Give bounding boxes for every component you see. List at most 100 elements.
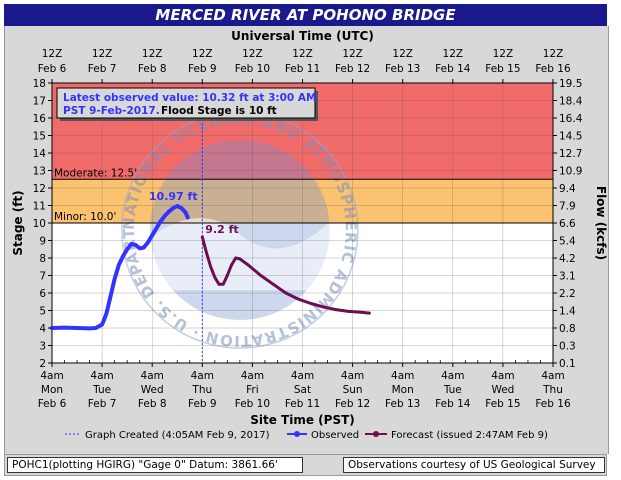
utc-tick-hour: 12Z <box>42 48 63 60</box>
y-tick-label: 9 <box>39 236 46 248</box>
observed-point <box>129 242 134 246</box>
x-tick-hour: 4am <box>441 370 464 382</box>
y-tick-label: 16 <box>33 113 47 125</box>
x-tick-date: Feb 14 <box>435 398 471 410</box>
y2-tick-label: 0.1 <box>559 358 576 370</box>
stage-label-moderate: Moderate: 12.5' <box>54 167 137 179</box>
x-tick-hour: 4am <box>191 370 214 382</box>
observed-point <box>125 247 129 252</box>
observed-point <box>179 206 184 210</box>
observed-point <box>112 277 117 281</box>
x-tick-day: Mon <box>392 384 414 396</box>
observed-point <box>142 245 146 250</box>
observed-point <box>62 325 67 330</box>
chart-title: MERCED RIVER AT POHONO BRIDGE <box>4 4 607 26</box>
latest-observed-text: Latest observed value: 10.32 ft at 3:00 … <box>63 92 316 104</box>
utc-tick-hour: 12Z <box>292 48 313 60</box>
y-tick-label: 11 <box>33 201 46 213</box>
latest-observed-box <box>56 87 316 119</box>
x-tick-day: Tue <box>443 384 462 396</box>
y-tick-label: 7 <box>39 271 46 283</box>
x-tick-hour: 4am <box>241 370 264 382</box>
utc-tick-date: Feb 10 <box>235 63 270 75</box>
observed-point <box>117 263 121 267</box>
y2-tick-label: 6.6 <box>559 218 576 230</box>
latest-date-text: PST 9-Feb-2017. <box>63 105 160 117</box>
forecast-point <box>259 274 263 277</box>
x-tick-hour: 4am <box>391 370 414 382</box>
y2-tick-label: 7.9 <box>559 201 576 213</box>
x-tick-day: Sat <box>294 384 311 396</box>
utc-tick-date: Feb 8 <box>138 63 167 75</box>
y-tick-label: 13 <box>33 166 46 178</box>
x-tick-date: Feb 11 <box>285 398 320 410</box>
x-tick-hour: 4am <box>341 370 364 382</box>
x-tick-hour: 4am <box>90 370 113 382</box>
forecast-point <box>209 265 213 269</box>
x-tick-date: Feb 8 <box>138 398 167 410</box>
x-tick-date: Feb 16 <box>535 398 571 410</box>
utc-tick-hour: 12Z <box>342 48 363 60</box>
forecast-point <box>309 302 313 305</box>
utc-tick-date: Feb 15 <box>485 63 520 75</box>
x-tick-date: Feb 6 <box>38 398 67 410</box>
y2-tick-label: 2.2 <box>559 288 576 300</box>
observed-point <box>158 219 163 224</box>
y2-tick-label: 18.4 <box>559 96 583 108</box>
y-tick-label: 15 <box>33 131 46 143</box>
x-axis-title: Site Time (PST) <box>250 413 355 427</box>
y2-tick-label: 12.7 <box>559 148 582 160</box>
observed-point <box>104 312 109 316</box>
forecast-point <box>367 311 371 315</box>
utc-tick-hour: 12Z <box>242 48 263 60</box>
forecast-point <box>347 309 350 313</box>
forecast-point <box>217 282 221 286</box>
y-axis-title: Stage (ft) <box>11 190 25 255</box>
utc-tick-hour: 12Z <box>142 48 163 60</box>
datum-info: POHC1(plotting HGIRG) "Gage 0" Datum: 38… <box>7 457 303 473</box>
observed-point <box>100 322 104 327</box>
y-tick-label: 4 <box>39 323 46 335</box>
y-tick-label: 8 <box>39 253 46 265</box>
y2-tick-label: 5.4 <box>559 236 576 248</box>
x-tick-date: Feb 9 <box>188 398 217 410</box>
forecast-point <box>205 251 208 255</box>
forecast-point <box>246 263 250 267</box>
y2-tick-label: 3.1 <box>559 271 576 283</box>
observed-point <box>183 210 188 215</box>
forecast-point <box>296 297 300 301</box>
x-tick-hour: 4am <box>291 370 314 382</box>
observed-point <box>94 326 98 330</box>
observed-point <box>167 209 171 214</box>
stage-label-minor: Minor: 10.0' <box>54 211 116 223</box>
forecast-point <box>230 263 233 267</box>
y2-tick-label: 1.4 <box>559 306 576 318</box>
y2-tick-label: 9.4 <box>559 183 576 195</box>
footer-bar: POHC1(plotting HGIRG) "Gage 0" Datum: 38… <box>4 454 607 476</box>
forecast-point <box>200 235 204 239</box>
x-tick-day: Wed <box>141 384 164 396</box>
x-tick-date: Feb 10 <box>235 398 270 410</box>
utc-tick-hour: 12Z <box>392 48 413 60</box>
y-tick-label: 3 <box>39 341 46 353</box>
y-tick-label: 18 <box>33 78 46 90</box>
observed-point <box>171 206 175 210</box>
x-tick-day: Thu <box>191 384 212 396</box>
chart-panel: NATIONAL OCEANIC AND ATMOSPHERIC ADMINIS… <box>0 12 609 454</box>
forecast-point <box>284 291 288 295</box>
legend-forecast-marker <box>373 431 379 437</box>
forecast-point <box>271 282 275 286</box>
legend-created-label: Graph Created (4:05AM Feb 9, 2017) <box>85 430 270 441</box>
flood-stage-text: Flood Stage is 10 ft <box>161 105 277 117</box>
y-tick-label: 5 <box>39 306 46 318</box>
observed-point <box>87 326 92 331</box>
noaa-seal-gull-icon <box>149 217 330 290</box>
x-tick-date: Feb 7 <box>88 398 117 410</box>
source-credit: Observations courtesy of US Geological S… <box>343 457 605 473</box>
y2-tick-label: 0.8 <box>559 323 576 335</box>
observed-point <box>150 233 154 238</box>
observed-point <box>185 215 190 220</box>
x-tick-date: Feb 15 <box>485 398 520 410</box>
x-tick-day: Mon <box>41 384 63 396</box>
legend-observed-marker <box>294 431 300 437</box>
